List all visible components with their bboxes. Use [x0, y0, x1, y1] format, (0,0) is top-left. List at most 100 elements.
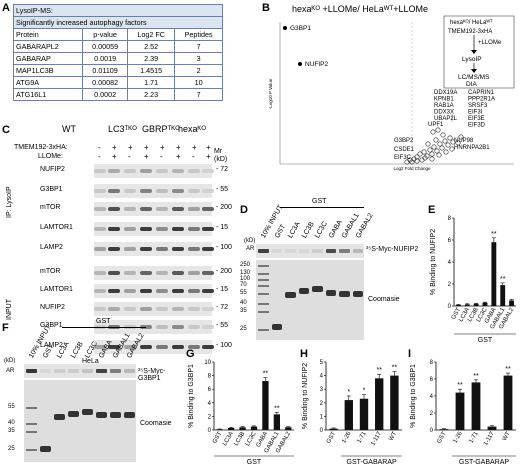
input-band [94, 345, 106, 349]
y-tick-label: 0 [320, 428, 324, 434]
f-gst-band [68, 411, 79, 417]
y-tick-label: 0 [430, 428, 434, 434]
volcano-point [414, 158, 420, 164]
ip-band [172, 189, 184, 193]
ip-band [124, 169, 136, 173]
volcano-point [421, 149, 427, 155]
ip-blot [94, 202, 212, 216]
y-tick-label: 8 [430, 360, 434, 366]
tmem-sign: - [98, 143, 101, 152]
y-axis-label: % Binding to G3BP1 [410, 364, 417, 428]
y-tick-label: 3 [320, 387, 324, 393]
d-ladder-band [258, 303, 269, 305]
f-ar: AR [6, 368, 15, 374]
significance-label: ** [457, 382, 463, 389]
y-tick-label: 2 [208, 414, 212, 420]
input-mw: - 55 [216, 322, 229, 329]
workflow-box [443, 15, 515, 89]
chart-h: 0 1 2 3 4 5 % Binding to NUFIP2 GST * 1-26 * 1-71 **… [302, 360, 402, 466]
x-group-label: GST-GABARAP [347, 459, 398, 466]
flow-lysoip: LysoIP [462, 56, 482, 63]
ip-band [108, 169, 120, 173]
input-band [172, 307, 184, 311]
input-band [108, 345, 120, 349]
ip-label: G3BP1 [40, 186, 63, 193]
f-ladder-band [26, 449, 37, 451]
input-band [188, 307, 200, 311]
input-band [124, 345, 136, 349]
f-gst-label: GST [96, 318, 111, 325]
y-tick-label: 8 [208, 374, 212, 380]
label-g3bp1: G3BP1 [290, 25, 311, 32]
panel-f: GST 10% INPUT GST LC3A LC3B LC3C GABA GABAL1 GA… [0, 316, 180, 466]
ip-band [140, 169, 152, 173]
ip-band [202, 247, 214, 251]
input-mw: - 72 [216, 304, 229, 311]
f-mw-marker: 55 [8, 404, 15, 410]
significance-label: ** [491, 231, 497, 238]
d-ladder-band [258, 311, 269, 313]
input-band [156, 325, 168, 329]
ip-blot [94, 242, 212, 256]
bar [216, 429, 223, 430]
ip-band [202, 189, 214, 193]
input-band [94, 271, 106, 275]
table-cell: 2 [174, 64, 223, 77]
tmem-sign: + [176, 143, 181, 152]
bar [344, 400, 353, 430]
cell-line-label: HeLa [82, 358, 99, 365]
ip-band [188, 227, 200, 231]
input-band [156, 289, 168, 293]
table-cell: 1.4515 [127, 64, 176, 77]
ip-band [156, 189, 168, 193]
volcano-point [417, 151, 423, 157]
bar [509, 300, 515, 306]
f-ar-band [68, 369, 79, 373]
ip-band [108, 207, 120, 211]
table-cell: 2.39 [127, 52, 176, 65]
volcano-point [455, 140, 461, 146]
bar [500, 285, 506, 306]
volcano-point [414, 154, 420, 160]
x-tick-label: GST [451, 307, 463, 321]
ip-band [124, 189, 136, 193]
input-blot [94, 302, 212, 316]
input-band [202, 289, 214, 293]
volcano-point [427, 147, 433, 153]
x-tick-label: WT [502, 431, 512, 442]
ip-blot [94, 184, 212, 198]
significance-label: ** [392, 365, 398, 372]
ip-mw: - 100 [216, 244, 232, 251]
input-band [172, 289, 184, 293]
bar [503, 375, 513, 430]
table-cell: 7 [174, 88, 223, 101]
d-gst-label: GST [312, 198, 327, 205]
input-band [108, 307, 120, 311]
bar [455, 392, 465, 430]
table-cell: 0.0002 [82, 88, 129, 101]
protein-list-item: DDX19A [434, 90, 457, 96]
significance-label: ** [376, 367, 382, 374]
tmem-sign: + [192, 143, 197, 152]
f-lane-label: LC3A [56, 340, 71, 360]
x-group-label: GST-GABARAP [459, 459, 510, 466]
y-tick-label: 10 [204, 360, 211, 366]
input-band [124, 271, 136, 275]
d-gst-band [325, 290, 336, 296]
d-gst-band [271, 324, 282, 330]
significance-label: ** [473, 373, 479, 380]
llome-sign: + [176, 152, 181, 161]
x-tick-label: GST [326, 431, 338, 445]
ip-band [156, 247, 168, 251]
d-lane-label: LC3B [300, 220, 316, 240]
bar [473, 303, 479, 306]
d-ar-band [258, 249, 269, 253]
x-tick-label: GST [212, 431, 224, 445]
chart-i: 0 2 4 6 8 % Binding to G3BP1 GST ** 1-26 ** 1-71 1-… [410, 360, 516, 466]
protein-list-item: EIF3D [468, 123, 486, 129]
bar [471, 382, 481, 430]
volcano-point [442, 138, 448, 144]
y-tick-label: 4 [320, 374, 324, 380]
